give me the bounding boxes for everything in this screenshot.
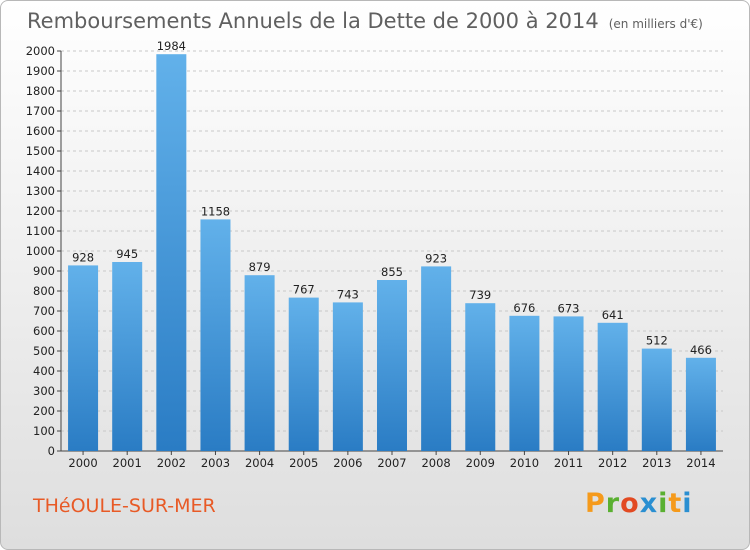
- x-tick-label: 2010: [510, 456, 539, 470]
- y-tick-label: 300: [33, 384, 55, 398]
- bar: [244, 275, 275, 451]
- logo-letter: r: [605, 488, 621, 519]
- x-tick-label: 2000: [68, 456, 97, 470]
- y-tick-label: 1900: [26, 64, 55, 78]
- y-tick-label: 1100: [26, 224, 55, 238]
- y-tick-label: 0: [48, 444, 55, 458]
- bar: [465, 303, 496, 451]
- bar-value-label: 879: [249, 260, 271, 274]
- logo-letter: i: [658, 488, 669, 519]
- y-tick-label: 500: [33, 344, 55, 358]
- x-tick-label: 2007: [377, 456, 406, 470]
- y-tick-label: 1400: [26, 164, 55, 178]
- logo-letter: o: [620, 488, 640, 519]
- bar: [641, 348, 672, 451]
- x-tick-label: 2014: [686, 456, 715, 470]
- value-labels: 928 945 1984 1158 879 767 743 855 923 739 676 673 64…: [72, 39, 712, 357]
- bar: [421, 266, 452, 451]
- bar: [288, 297, 319, 451]
- bar-value-label: 1984: [157, 39, 186, 53]
- logo-letter: P: [585, 488, 606, 519]
- y-tick-label: 1000: [26, 244, 55, 258]
- bar: [376, 280, 408, 451]
- bar: [685, 357, 716, 451]
- proxiti-logo: Proxiti: [585, 488, 693, 519]
- y-tick-label: 1300: [26, 184, 55, 198]
- y-tick-label: 1700: [26, 104, 55, 118]
- bar-value-label: 928: [72, 250, 94, 264]
- y-tick-label: 2000: [26, 44, 55, 58]
- chart-title: Remboursements Annuels de la Dette de 20…: [27, 9, 703, 33]
- x-tick-label: 2002: [157, 456, 186, 470]
- bar: [332, 302, 363, 451]
- y-tick-label: 100: [33, 424, 55, 438]
- y-tick-label: 700: [33, 304, 55, 318]
- y-tick-label: 400: [33, 364, 55, 378]
- bar: [112, 262, 143, 451]
- bar-value-label: 512: [646, 334, 668, 348]
- bars: [68, 54, 716, 451]
- logo-letter: i: [682, 488, 693, 519]
- bar: [509, 315, 540, 451]
- bar-value-label: 923: [425, 251, 447, 265]
- x-tick-label: 2001: [113, 456, 142, 470]
- location-name: THéOULE-SUR-MER: [33, 495, 216, 517]
- logo-letter: t: [668, 488, 683, 519]
- bar-value-label: 855: [381, 265, 403, 279]
- bar-value-label: 673: [558, 301, 580, 315]
- chart-title-text: Remboursements Annuels de la Dette de 20…: [27, 9, 599, 33]
- bar-value-label: 739: [469, 288, 491, 302]
- y-tick-label: 800: [33, 284, 55, 298]
- bar: [553, 316, 584, 451]
- bar-value-label: 945: [116, 247, 138, 261]
- bar-value-label: 676: [513, 301, 535, 315]
- y-tick-label: 900: [33, 264, 55, 278]
- y-tick-label: 200: [33, 404, 55, 418]
- bar-value-label: 466: [690, 343, 712, 357]
- x-tick-label: 2013: [642, 456, 671, 470]
- bar: [156, 54, 187, 451]
- bar: [200, 219, 231, 451]
- bar-value-label: 767: [293, 283, 315, 297]
- logo-letter: x: [639, 488, 659, 519]
- y-tick-label: 1800: [26, 84, 55, 98]
- bar: [597, 322, 628, 451]
- bar-value-label: 1158: [201, 204, 230, 218]
- bar-value-label: 743: [337, 287, 359, 301]
- y-tick-label: 1200: [26, 204, 55, 218]
- x-tick-label: 2008: [421, 456, 450, 470]
- x-tick-label: 2011: [554, 456, 583, 470]
- bar-value-label: 641: [602, 308, 624, 322]
- y-tick-label: 1500: [26, 144, 55, 158]
- bar: [68, 265, 99, 451]
- x-tick-label: 2004: [245, 456, 274, 470]
- x-tick-label: 2012: [598, 456, 627, 470]
- chart-unit: (en milliers d'€): [608, 17, 703, 31]
- x-tick-label: 2003: [201, 456, 230, 470]
- x-tick-label: 2009: [466, 456, 495, 470]
- x-tick-label: 2006: [333, 456, 362, 470]
- x-tick-label: 2005: [289, 456, 318, 470]
- y-tick-label: 1600: [26, 124, 55, 138]
- y-tick-label: 600: [33, 324, 55, 338]
